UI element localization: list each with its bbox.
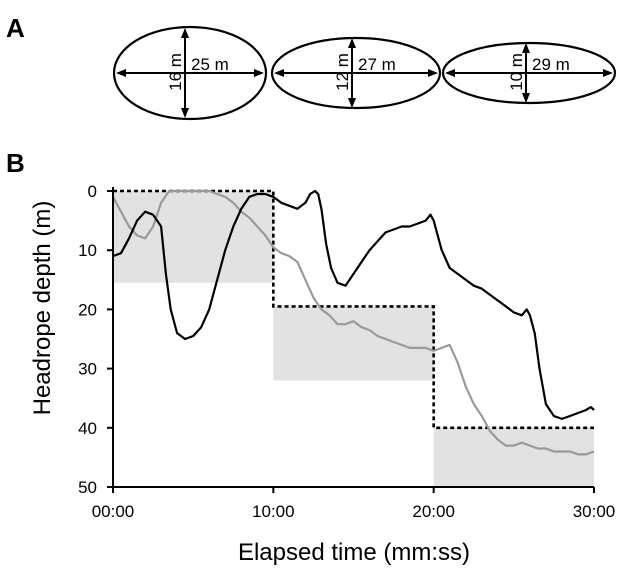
ellipse-2-outline [270, 36, 442, 110]
ellipse-2: 27 m 12 m [270, 36, 442, 110]
ellipse-2-height-label: 12 m [333, 53, 352, 91]
y-tick-label: 30 [78, 360, 97, 379]
ellipse-3-width-label: 29 m [532, 55, 570, 74]
arrowhead-icon [181, 108, 189, 118]
shaded-region-2 [273, 306, 434, 381]
arrowhead-icon [522, 43, 530, 53]
depth-chart: 00:00 10:00 20:00 30:00 0 10 20 30 40 50 [78, 182, 615, 521]
x-ticks: 00:00 10:00 20:00 30:00 [92, 487, 616, 521]
arrowhead-icon [181, 28, 189, 38]
series-line-2 [112, 189, 595, 456]
ellipse-1: 25 m 16 m [112, 25, 268, 121]
y-tick-label: 40 [78, 419, 97, 438]
y-tick-label: 20 [78, 300, 97, 319]
arrowhead-icon [254, 69, 264, 77]
ellipse-1-outline [112, 25, 268, 121]
series-lines [112, 189, 595, 456]
series-line-1 [112, 189, 595, 420]
x-tick-label: 20:00 [412, 502, 455, 521]
shaded-regions [113, 191, 594, 487]
y-tick-label: 10 [78, 241, 97, 260]
ellipse-1-width-label: 25 m [191, 55, 229, 74]
target-profile-line [113, 189, 594, 430]
x-tick-label: 30:00 [573, 502, 616, 521]
arrowhead-icon [428, 69, 438, 77]
x-tick-label: 10:00 [252, 502, 295, 521]
panel-b-letter: B [6, 148, 25, 178]
y-axis-title: Headrope depth (m) [29, 201, 56, 416]
ellipse-1-height-label: 16 m [166, 53, 185, 91]
arrowhead-icon [348, 98, 356, 108]
ellipse-3-height-label: 10 m [507, 53, 526, 91]
arrowhead-icon [603, 69, 613, 77]
x-axis-title: Elapsed time (mm:ss) [238, 539, 470, 566]
axes [112, 187, 594, 488]
panel-a-letter: A [6, 13, 25, 43]
arrowhead-icon [522, 93, 530, 103]
ellipse-2-width-label: 27 m [358, 55, 396, 74]
ellipse-3: 29 m 10 m [441, 41, 617, 105]
y-tick-label: 50 [78, 478, 97, 497]
target-profile [113, 189, 594, 430]
arrowhead-icon [274, 69, 284, 77]
arrowhead-icon [348, 38, 356, 48]
y-ticks: 0 10 20 30 40 50 [78, 182, 113, 497]
y-tick-label: 0 [88, 182, 97, 201]
shaded-region-1 [113, 191, 274, 283]
arrowhead-icon [116, 69, 126, 77]
ellipse-3-outline [441, 41, 617, 105]
x-tick-label: 00:00 [92, 502, 135, 521]
shaded-region-3 [433, 427, 594, 487]
arrowhead-icon [445, 69, 455, 77]
